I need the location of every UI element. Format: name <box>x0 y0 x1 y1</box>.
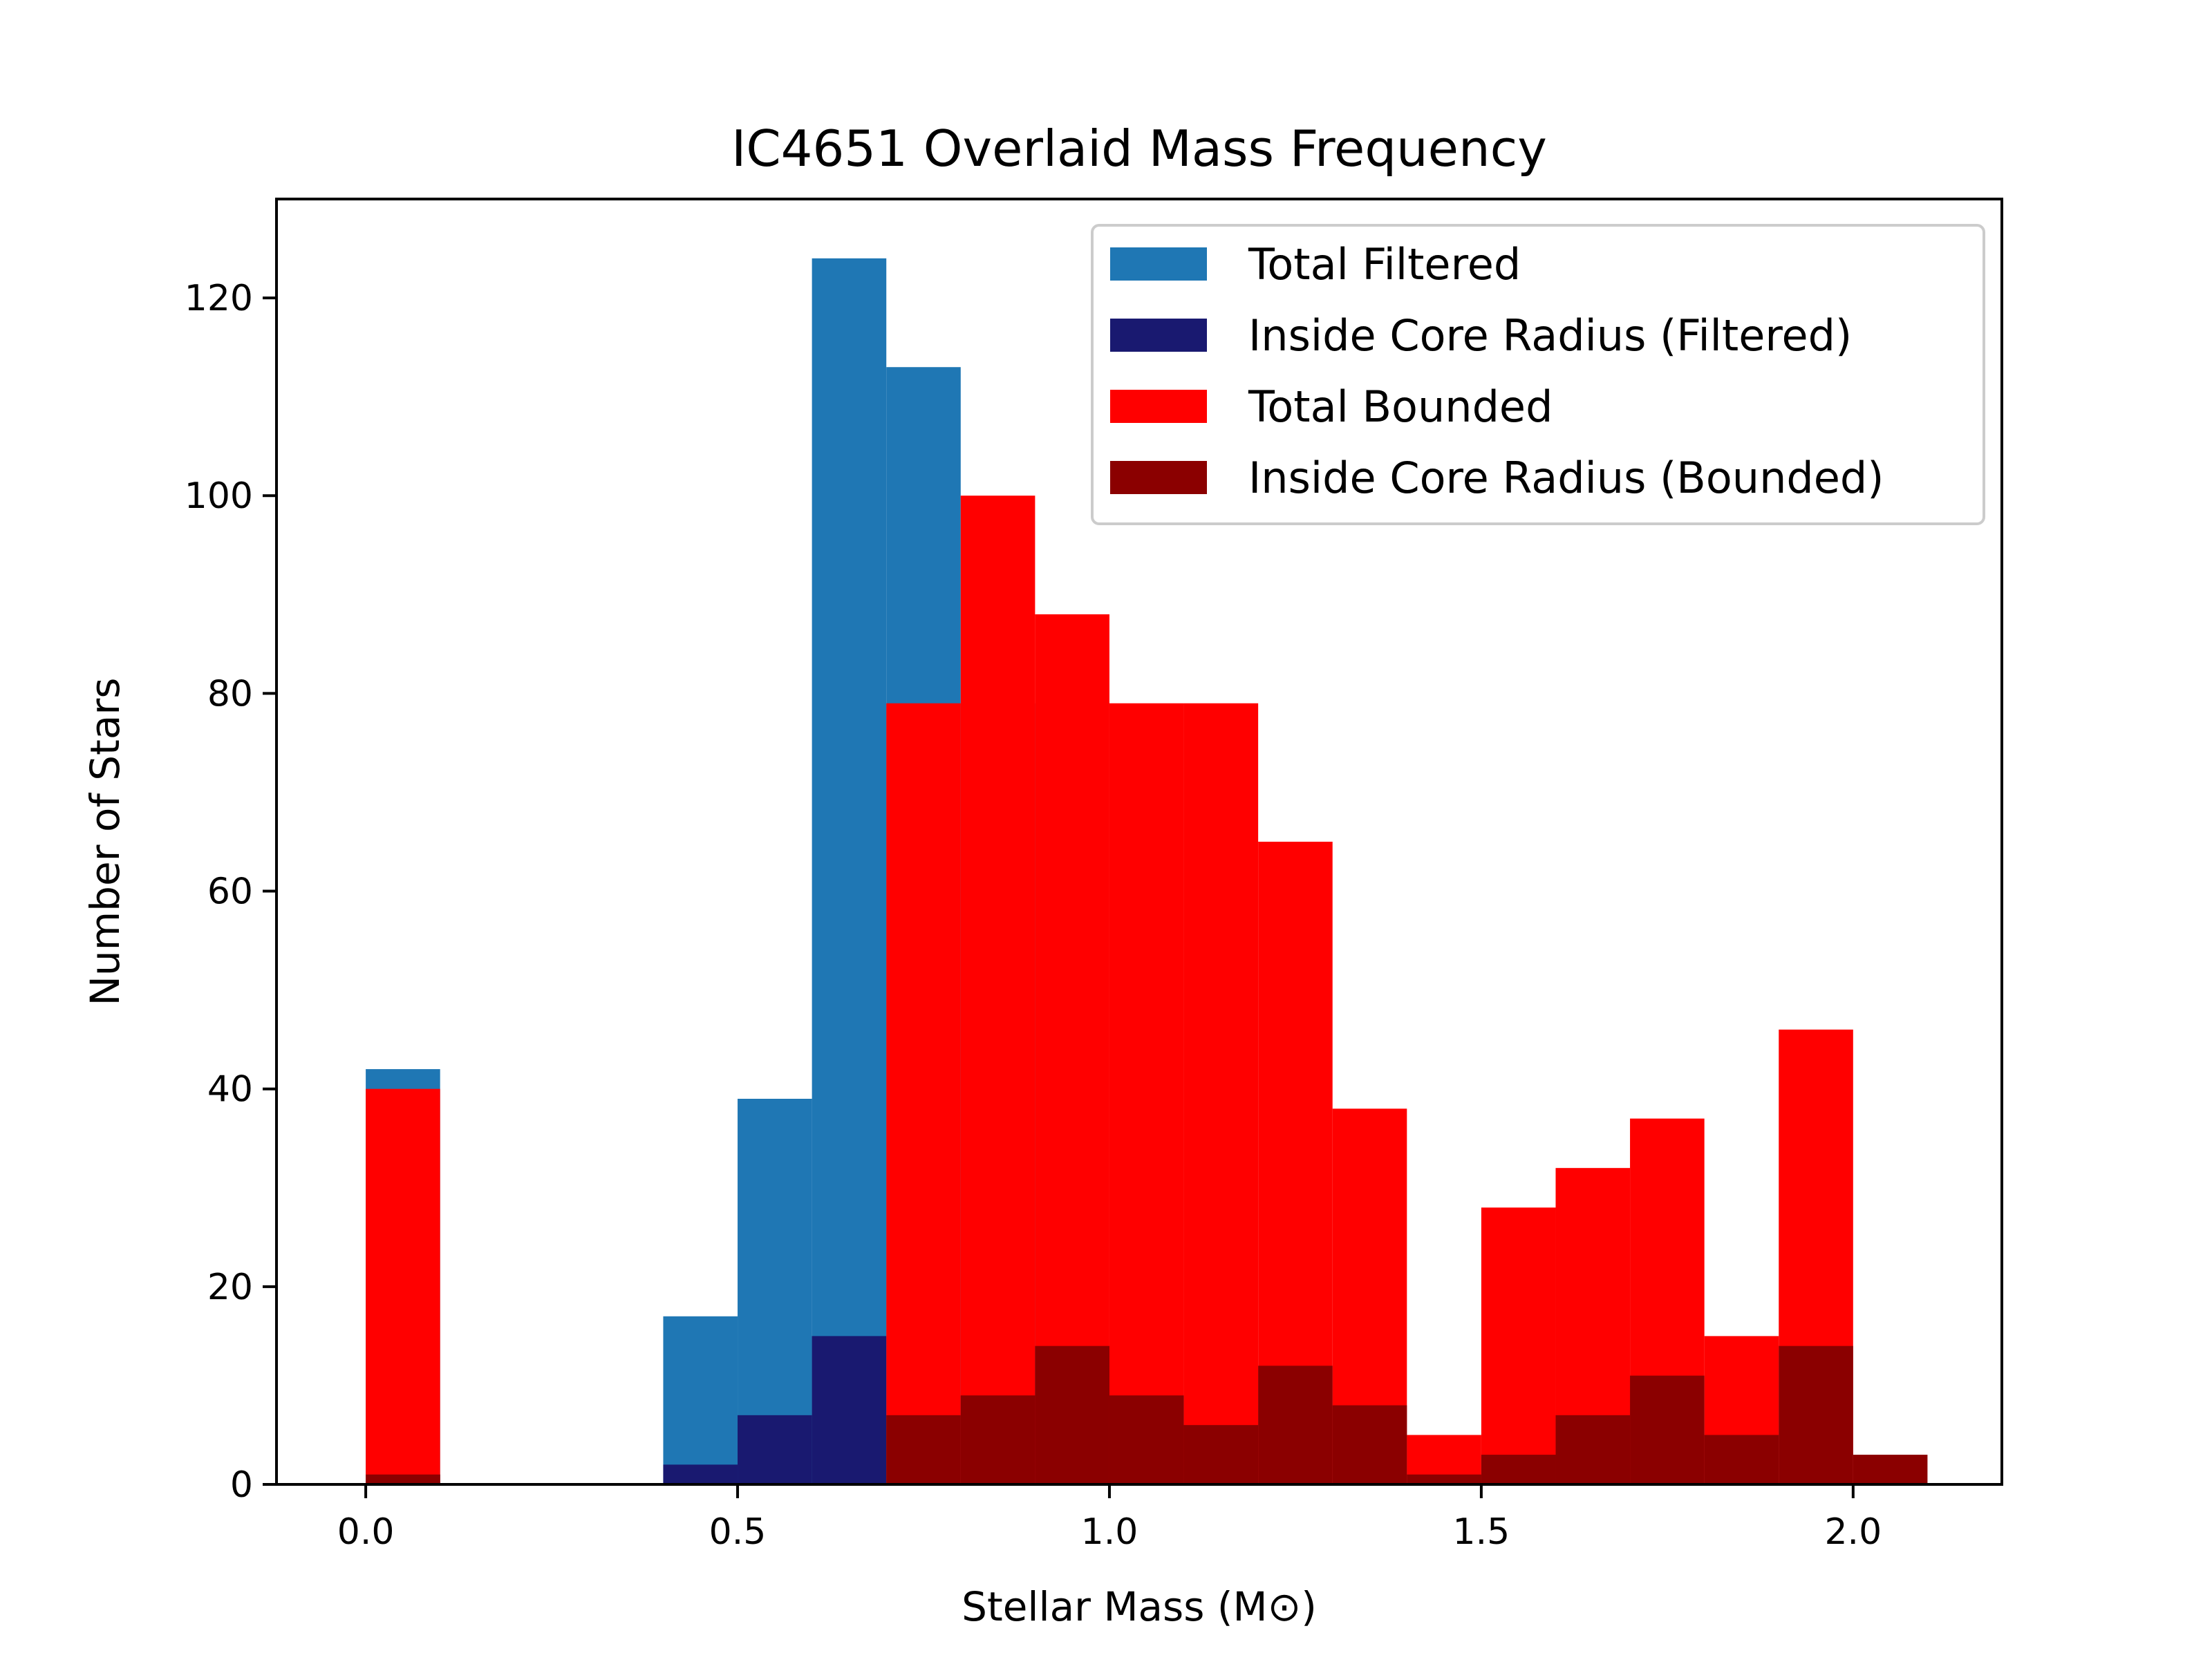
bar-series3-bin19 <box>1779 1345 1853 1484</box>
legend-swatch-0 <box>1110 247 1207 281</box>
y-axis-label: Number of Stars <box>82 678 129 1006</box>
x-tick-label: 0.5 <box>709 1511 767 1553</box>
x-tick-label: 2.0 <box>1824 1511 1882 1553</box>
bar-series3-bin10 <box>1109 1395 1184 1484</box>
y-tick-label: 80 <box>207 673 253 715</box>
bar-series0-bin6 <box>812 258 887 1484</box>
y-tick-label: 60 <box>207 871 253 913</box>
plot-frame <box>275 198 2003 1486</box>
chart-title: IC4651 Overlaid Mass Frequency <box>731 120 1547 178</box>
bar-series3-bin20 <box>1853 1455 1928 1484</box>
y-tick-label: 20 <box>207 1267 253 1308</box>
legend-label-2: Total Bounded <box>1248 381 1553 432</box>
x-tick-label: 0.0 <box>337 1511 395 1553</box>
bar-series1-bin5 <box>738 1415 812 1484</box>
bar-series3-bin16 <box>1555 1415 1631 1484</box>
bar-series2-bin0 <box>366 1088 440 1484</box>
bar-series2-bin10 <box>1109 703 1184 1484</box>
bar-series2-bin7 <box>886 703 961 1484</box>
legend-label-3: Inside Core Radius (Bounded) <box>1248 453 1884 503</box>
bar-series2-bin15 <box>1481 1207 1556 1484</box>
bar-series2-bin11 <box>1183 703 1259 1484</box>
bar-series3-bin8 <box>960 1395 1035 1484</box>
bar-series1-bin4 <box>663 1464 738 1484</box>
x-tick-label: 1.5 <box>1453 1511 1510 1553</box>
bar-series3-bin9 <box>1035 1345 1109 1484</box>
bar-series0-bin4 <box>663 1316 738 1484</box>
series-3 <box>366 1345 1928 1484</box>
bar-series2-bin9 <box>1035 614 1109 1484</box>
y-tick-label: 120 <box>185 278 253 319</box>
x-axis-ticks: 0.0 0.5 1.0 1.5 2.0 <box>337 1484 1882 1553</box>
series-1 <box>366 1336 887 1484</box>
legend-label-1: Inside Core Radius (Filtered) <box>1248 310 1852 361</box>
x-axis-label: Stellar Mass (M⊙) <box>962 1583 1317 1630</box>
y-tick-label: 40 <box>207 1069 253 1111</box>
y-axis-ticks: 0 20 40 60 80 100 120 <box>185 278 276 1506</box>
legend-label-0: Total Filtered <box>1248 239 1521 290</box>
bar-series3-bin14 <box>1407 1474 1481 1484</box>
series-2 <box>366 495 1853 1485</box>
bar-series3-bin13 <box>1332 1405 1407 1484</box>
y-tick-label: 0 <box>230 1464 253 1506</box>
legend-swatch-3 <box>1110 461 1207 494</box>
bars-layer <box>366 258 1928 1485</box>
bar-series3-bin18 <box>1704 1435 1779 1484</box>
bar-series3-bin15 <box>1481 1455 1556 1484</box>
legend-frame <box>1091 224 1985 525</box>
bar-series3-bin17 <box>1630 1375 1705 1484</box>
bar-series1-bin6 <box>812 1336 887 1484</box>
legend-swatch-1 <box>1110 319 1207 352</box>
legend: Total Filtered Inside Core Radius (Filter… <box>1091 224 1985 525</box>
x-tick-label: 1.0 <box>1081 1511 1138 1553</box>
bar-series3-bin11 <box>1183 1425 1259 1484</box>
bar-series2-bin8 <box>960 495 1035 1485</box>
legend-swatch-2 <box>1110 390 1207 423</box>
y-tick-label: 100 <box>185 475 253 517</box>
bar-series3-bin7 <box>886 1415 961 1484</box>
bar-series3-bin12 <box>1258 1366 1333 1484</box>
bar-series3-bin0 <box>366 1474 440 1484</box>
